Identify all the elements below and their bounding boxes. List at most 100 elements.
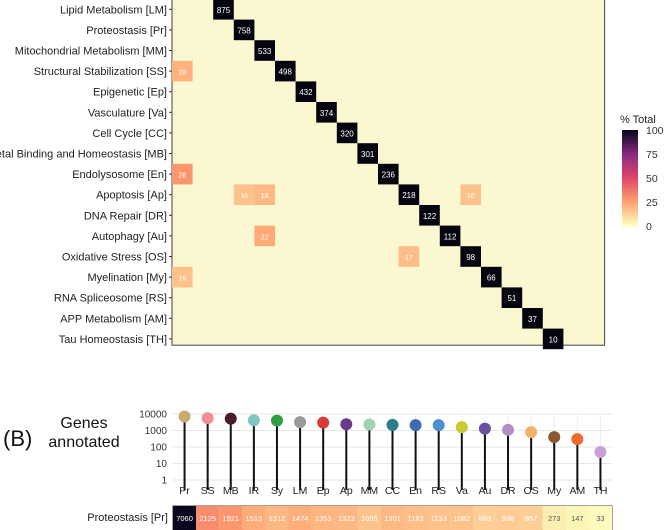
diagonal-value: 10 <box>549 335 558 344</box>
row-label: DNA Repair [DR] <box>84 210 167 222</box>
lollipop-point <box>340 418 353 431</box>
legend-gradient-step <box>622 208 638 211</box>
x-tick-label: LM <box>293 485 308 497</box>
diagonal-cell <box>522 308 543 329</box>
diagonal-cell <box>275 60 296 82</box>
diagonal-value: 875 <box>217 6 231 15</box>
table-cell-value: 1183 <box>408 514 424 523</box>
diagonal-value: 758 <box>237 26 251 35</box>
legend-tick-label: 50 <box>646 173 658 185</box>
table-cell-value: 7060 <box>176 514 193 523</box>
row-label: Tau Homeostasis [TH] <box>59 334 167 346</box>
diagonal-cell <box>233 19 255 41</box>
table-cell <box>519 506 543 530</box>
table-cell-value: 1323 <box>338 514 355 523</box>
legend-gradient-step <box>622 134 638 137</box>
legend-gradient-step <box>622 130 638 133</box>
diagonal-value: 533 <box>258 47 272 56</box>
diagonal-cell <box>357 143 378 164</box>
highlight-cell <box>254 184 275 205</box>
lollipop-point <box>270 414 283 427</box>
diagonal-value: 432 <box>299 88 313 97</box>
diagonal-cell <box>419 205 440 226</box>
lollipop-point <box>247 414 260 427</box>
lollipop-point <box>525 426 538 439</box>
table-cell-value: 938 <box>502 514 515 523</box>
y-tick-label: 1000 <box>145 426 168 437</box>
table-cell-value: 1082 <box>453 514 470 523</box>
row-label: Lipid Metabolism [LM] <box>60 4 167 16</box>
table-cell-value: 1921 <box>222 514 239 523</box>
legend-gradient-step <box>622 204 638 207</box>
highlight-value: 28 <box>178 173 186 180</box>
table-cell <box>242 506 266 530</box>
x-tick-label: OS <box>524 485 539 497</box>
legend-gradient-step <box>622 216 638 219</box>
legend-gradient-step <box>622 184 638 187</box>
diagonal-value: 301 <box>361 150 375 159</box>
diagonal-cell <box>213 0 234 20</box>
count-table-row: Proteostasis [Pr] 7060 2125 1921 1513 1312 147… <box>87 505 613 530</box>
legend-title: % Total <box>620 114 656 126</box>
row-label: Apoptosis [Ap] <box>96 190 167 202</box>
row-label: RNA Spliceosome [RS] <box>54 293 167 305</box>
row-label: Myelination [My] <box>88 272 167 284</box>
lollipop-panel: (B) Genes annotated 10000 1000 100 10 1 Pr SS MB IR… <box>3 410 612 497</box>
diagonal-cell <box>501 287 523 308</box>
diagonal-cell <box>295 81 317 102</box>
x-tick-label: Va <box>456 485 468 497</box>
legend-gradient-step <box>622 162 638 165</box>
row-label: Autophagy [Au] <box>92 231 167 243</box>
legend-gradient-step <box>622 200 638 203</box>
lollipop-point <box>432 419 445 432</box>
x-tick-label: AM <box>569 485 585 497</box>
legend-gradient-step <box>622 218 638 221</box>
diagonal-value: 218 <box>402 191 416 200</box>
highlight-cell <box>233 184 255 205</box>
legend-gradient-step <box>622 190 638 193</box>
table-cell <box>427 506 451 530</box>
x-tick-label: SS <box>201 485 215 497</box>
legend-gradient-step <box>622 186 638 189</box>
legend-gradient-step <box>622 148 638 151</box>
legend-gradient-step <box>622 144 638 147</box>
row-label: Oxidative Stress [OS] <box>62 252 167 264</box>
legend-gradient-step <box>622 214 638 217</box>
lollipop-point <box>409 419 422 432</box>
legend-gradient-step <box>622 194 638 197</box>
table-cell <box>473 506 497 530</box>
x-tick-label: Sy <box>271 485 284 497</box>
lollipop-point <box>201 412 214 425</box>
legend-gradient-step <box>622 132 638 135</box>
diagonal-value: 236 <box>382 171 396 180</box>
table-cell <box>219 506 243 530</box>
x-tick-label: MB <box>223 485 239 497</box>
x-tick-label: DR <box>500 485 516 497</box>
legend-gradient-step <box>622 176 638 179</box>
lollipop-point <box>386 418 399 431</box>
x-tick-label: RS <box>431 485 446 497</box>
table-cell-value: 147 <box>571 514 584 523</box>
row-label: Endolysosome [En] <box>72 169 167 181</box>
legend-gradient-step <box>622 212 638 215</box>
diagonal-cell <box>254 40 275 61</box>
table-cell-value: 1095 <box>361 514 378 523</box>
legend-tick-label: 75 <box>646 149 658 161</box>
table-row-label: Proteostasis [Pr] <box>87 512 168 524</box>
table-cell <box>196 506 220 530</box>
x-tick-label: Au <box>478 485 491 497</box>
diagonal-cell <box>439 225 461 247</box>
highlight-cell <box>460 184 481 205</box>
legend-gradient-step <box>622 202 638 205</box>
legend-gradient-step <box>622 166 638 169</box>
row-label: Proteostasis [Pr] <box>86 25 167 37</box>
table-cell <box>404 506 428 530</box>
highlight-cell <box>398 246 420 267</box>
legend-gradient-step <box>622 140 638 143</box>
lollipop-point <box>502 423 515 436</box>
legend-gradient-step <box>622 152 638 155</box>
lollipop-point <box>594 445 607 458</box>
lollipop-point <box>178 410 191 423</box>
x-tick-label: IR <box>249 485 260 497</box>
